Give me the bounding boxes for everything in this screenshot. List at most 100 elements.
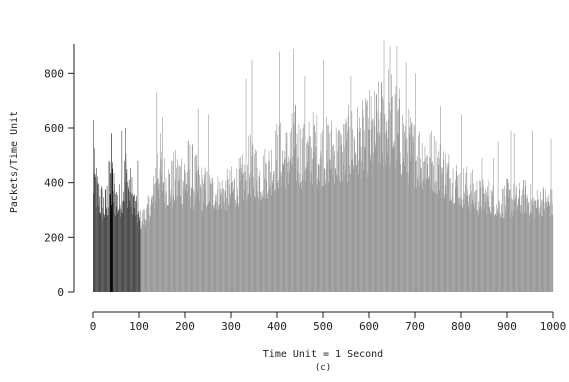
traffic-bar (259, 171, 261, 292)
traffic-bar (148, 208, 149, 292)
traffic-bar (225, 197, 227, 292)
traffic-bar (185, 173, 186, 292)
traffic-bar (374, 125, 376, 293)
traffic-bar (228, 205, 230, 292)
traffic-bar (179, 179, 180, 292)
traffic-bar (429, 157, 430, 292)
traffic-bar (258, 200, 259, 292)
traffic-bar (138, 214, 139, 292)
traffic-bar (114, 214, 116, 292)
traffic-bar (133, 195, 134, 292)
traffic-bar (503, 218, 504, 292)
traffic-bar (262, 198, 263, 292)
traffic-bar (412, 154, 413, 292)
traffic-bar (195, 154, 197, 292)
traffic-bar (186, 171, 188, 292)
traffic-bar (449, 201, 451, 292)
traffic-bar (248, 135, 250, 292)
traffic-bar (192, 209, 194, 292)
traffic-bar (200, 188, 202, 292)
traffic-bar (94, 148, 95, 292)
traffic-bar (145, 226, 147, 292)
traffic-bar (535, 207, 537, 292)
traffic-bar (285, 132, 287, 292)
traffic-bar (459, 202, 460, 292)
traffic-bar (206, 208, 208, 292)
traffic-bar (316, 115, 318, 292)
traffic-bar (152, 203, 153, 292)
traffic-bar (96, 181, 98, 292)
traffic-bar (153, 184, 155, 292)
traffic-bar (465, 183, 466, 292)
traffic-bar (378, 81, 379, 292)
traffic-bar (295, 181, 297, 292)
traffic-bar (372, 118, 373, 292)
traffic-bar (130, 167, 131, 292)
traffic-bar (498, 212, 499, 292)
traffic-bar (427, 164, 429, 292)
traffic-bar (548, 201, 550, 292)
traffic-bar (243, 200, 245, 292)
traffic-bar (210, 183, 212, 292)
traffic-bar (246, 200, 248, 292)
traffic-bar (309, 136, 310, 292)
traffic-bar (271, 183, 273, 292)
traffic-bar (541, 216, 542, 292)
traffic-bar (510, 217, 511, 292)
traffic-bar (405, 62, 407, 293)
traffic-bar (350, 173, 351, 292)
traffic-bar (227, 178, 229, 292)
traffic-bar (225, 192, 226, 292)
traffic-bar (107, 215, 108, 292)
traffic-bar (211, 177, 213, 292)
traffic-bar (167, 205, 169, 292)
traffic-bar (472, 199, 474, 292)
traffic-bar (420, 168, 422, 292)
traffic-bar (546, 202, 547, 292)
y-axis-ticks: 0 200 400 600 800 (44, 67, 74, 299)
traffic-bar (251, 156, 252, 292)
traffic-bar (176, 167, 177, 292)
traffic-bar (259, 177, 260, 292)
traffic-bar (202, 178, 203, 292)
traffic-bar (383, 40, 385, 292)
traffic-bar (97, 184, 99, 292)
traffic-bar (530, 213, 532, 292)
traffic-bar (428, 179, 429, 292)
traffic-bar (105, 189, 107, 292)
traffic-bar (320, 151, 321, 292)
traffic-bar (139, 220, 140, 292)
traffic-bar (432, 189, 434, 292)
traffic-bar (344, 124, 346, 293)
traffic-bar (409, 133, 410, 292)
traffic-bar (106, 185, 108, 292)
traffic-bar (467, 189, 469, 292)
traffic-bar (263, 155, 264, 292)
traffic-bar (417, 178, 418, 292)
traffic-bar (493, 206, 495, 292)
traffic-bar (339, 180, 341, 292)
traffic-bar (500, 212, 502, 292)
traffic-bar (199, 174, 200, 292)
traffic-bar (461, 199, 463, 292)
traffic-bar (359, 146, 361, 292)
traffic-bar (497, 211, 498, 292)
x-tick-label: 600 (359, 320, 379, 333)
traffic-bar (190, 195, 191, 292)
traffic-bar (317, 178, 318, 292)
traffic-bar (292, 164, 294, 292)
traffic-bar (299, 173, 300, 292)
traffic-bar (461, 206, 463, 292)
traffic-bar (514, 198, 516, 292)
traffic-bar (132, 192, 133, 292)
traffic-bar (122, 201, 124, 292)
traffic-bar (437, 194, 439, 292)
traffic-bar (480, 181, 481, 292)
traffic-bar (406, 171, 407, 292)
traffic-bar (495, 213, 496, 292)
traffic-bar (326, 117, 327, 292)
traffic-bar (353, 136, 355, 292)
traffic-bar (410, 125, 412, 292)
traffic-bar (380, 112, 382, 292)
traffic-bar (484, 193, 486, 292)
